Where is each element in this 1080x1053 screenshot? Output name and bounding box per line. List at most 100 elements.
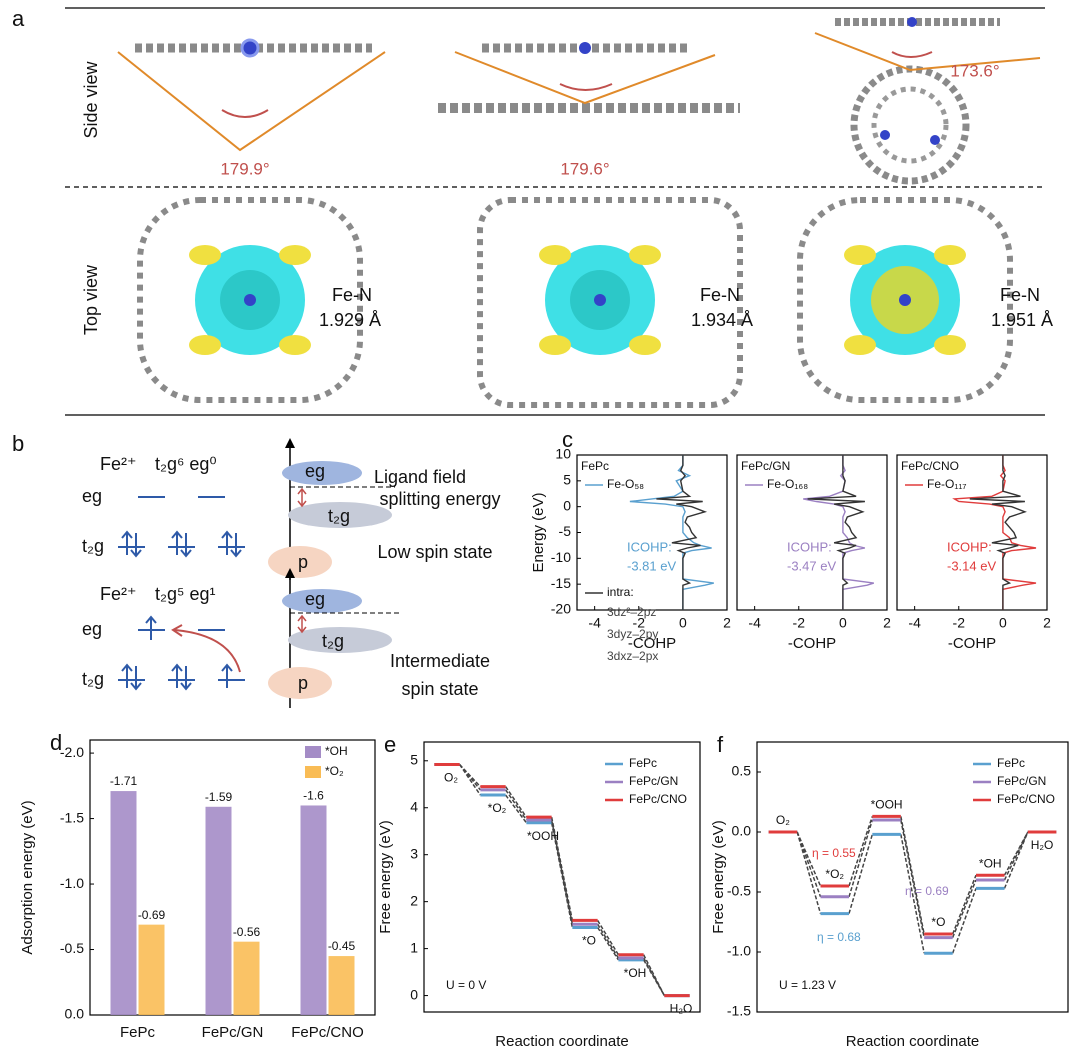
bond-label: Fe-N xyxy=(1000,285,1040,305)
legend-label: FePc/CNO xyxy=(629,792,687,806)
connector xyxy=(1003,831,1029,881)
x-axis-label: -COHP xyxy=(948,635,996,652)
panel-b: b Fe²⁺ t₂g⁶ eg⁰ eg t₂g eg t₂g p Ligand f… xyxy=(12,431,501,708)
connector xyxy=(900,834,925,954)
plot-title: FePc/CNO xyxy=(901,459,959,473)
connector xyxy=(459,764,481,796)
eg-band xyxy=(282,461,362,485)
t2g-band xyxy=(288,627,392,653)
cohp-curve xyxy=(969,455,1027,610)
x-axis-label: -COHP xyxy=(788,635,836,652)
level-label: *O₂ xyxy=(488,801,507,815)
level-label: eg xyxy=(82,486,102,506)
legend-label: Fe-O₁₆₈ xyxy=(767,477,808,491)
p-band xyxy=(268,667,332,699)
y-tick-label: -10 xyxy=(551,549,571,565)
panel-label: f xyxy=(717,732,724,757)
bond-length: 1.934 Å xyxy=(691,310,753,330)
x-tick-label: -2 xyxy=(953,615,966,631)
y-tick-label: 4 xyxy=(410,798,418,814)
connector xyxy=(951,879,977,938)
c60-cage xyxy=(871,86,949,164)
value-label: -0.69 xyxy=(138,908,166,922)
y-tick-label: 5 xyxy=(410,751,418,767)
x-tick-label: -2 xyxy=(793,615,806,631)
band-label: p xyxy=(298,552,308,572)
value-label: -0.45 xyxy=(328,939,356,953)
x-tick-label: 2 xyxy=(883,615,891,631)
level-label: *O xyxy=(931,915,945,929)
cohp-curve xyxy=(656,455,708,610)
y-tick-label: -0.5 xyxy=(727,883,751,899)
connector xyxy=(459,764,481,791)
connector xyxy=(900,816,925,935)
band-label: p xyxy=(298,673,308,693)
plot-title: FePc xyxy=(581,459,609,473)
connector xyxy=(951,874,977,935)
splitting-arrow xyxy=(297,487,307,508)
angle-label: 179.9° xyxy=(220,159,269,178)
connector xyxy=(597,927,619,961)
eg-band xyxy=(282,589,362,613)
fe-atom xyxy=(240,38,260,58)
ion: Fe²⁺ xyxy=(100,454,137,474)
arrowhead xyxy=(285,568,295,578)
bond-length: 1.951 Å xyxy=(991,310,1053,330)
fe-atom xyxy=(907,17,917,27)
x-tick-label: 2 xyxy=(1043,615,1051,631)
splitting-arrow xyxy=(297,614,307,634)
y-axis-label: Free energy (eV) xyxy=(710,820,727,933)
x-tick-label: -4 xyxy=(748,615,761,631)
connector xyxy=(597,923,619,959)
x-tick-label: 0 xyxy=(999,615,1007,631)
x-tick-label: 2 xyxy=(723,615,731,631)
connector xyxy=(550,816,574,921)
x-tick-label: -4 xyxy=(588,615,601,631)
plot-frame xyxy=(423,741,701,1013)
orbitals-mid xyxy=(118,615,245,691)
legend-label: Fe-O₁₁₇ xyxy=(927,477,967,491)
connector xyxy=(796,831,822,898)
x-tick-label: 0 xyxy=(839,615,847,631)
level-label: O₂ xyxy=(776,813,790,827)
c60-cage xyxy=(850,65,970,185)
panel-label: c xyxy=(562,427,573,452)
panel-label: a xyxy=(12,6,25,31)
annotation: 3dyz–2py xyxy=(607,627,658,641)
top-view-3 xyxy=(797,197,1013,403)
value-label: -0.56 xyxy=(233,925,261,939)
configuration: t₂g⁵ eg¹ xyxy=(155,584,215,604)
plot-frame xyxy=(896,454,1048,611)
band-label: eg xyxy=(305,461,325,481)
y-tick-label: 10 xyxy=(555,446,571,462)
angle-line xyxy=(814,32,1041,72)
annotation: ICOHP: xyxy=(787,539,832,554)
cohp-curve xyxy=(803,455,875,610)
p-band xyxy=(268,546,332,578)
angle-arc xyxy=(221,109,269,118)
arrowhead xyxy=(285,438,295,448)
connector xyxy=(951,888,977,954)
promotion-arrow xyxy=(174,629,241,673)
connector xyxy=(597,920,619,956)
x-axis-label: Reaction coordinate xyxy=(495,1033,628,1050)
legend-label: FePc/GN xyxy=(629,774,678,788)
bar xyxy=(328,956,355,1015)
annotation: U = 0 V xyxy=(446,978,486,992)
y-tick-label: -1.0 xyxy=(60,875,84,891)
value-label: -1.6 xyxy=(303,789,324,803)
legend-label: FePc/CNO xyxy=(997,792,1055,806)
n-atom xyxy=(880,130,890,140)
x-tick-label: -2 xyxy=(633,615,646,631)
y-tick-label: 0.0 xyxy=(65,1006,85,1022)
y-tick-label: 0 xyxy=(563,497,571,513)
bar xyxy=(205,806,232,1015)
connector xyxy=(505,789,527,821)
level-label: *OH xyxy=(979,856,1002,870)
level-label: *O xyxy=(582,934,596,948)
connector xyxy=(642,954,666,996)
y-tick-label: 0 xyxy=(410,986,418,1002)
annotation: Intermediate xyxy=(390,651,490,671)
top-view-label: Top view xyxy=(81,264,101,335)
panel-label: b xyxy=(12,431,24,456)
